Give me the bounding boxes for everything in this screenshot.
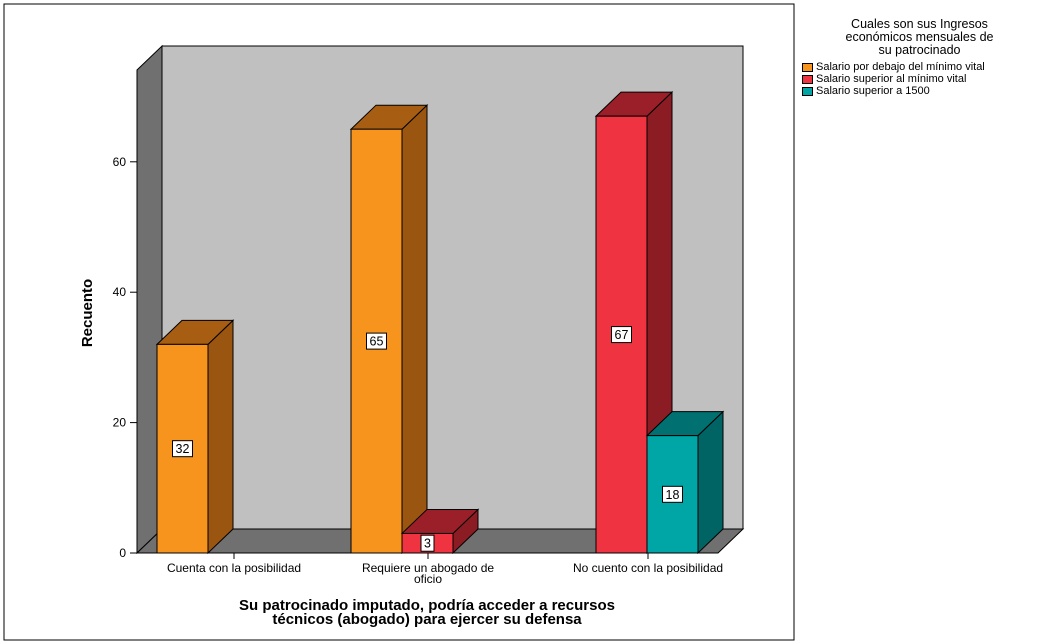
y-axis: 0 20 40 60 [113, 70, 138, 560]
data-label-box [662, 485, 683, 503]
legend-label: Salario superior a 1500 [816, 85, 930, 97]
x-axis-title-text: Su patrocinado imputado, podría acceder … [239, 597, 615, 628]
x-tick-label: No cuento con la posibilidad [573, 561, 723, 575]
legend-swatch [802, 74, 813, 84]
bar: 32 [155, 319, 235, 555]
bar: 3 [400, 508, 480, 555]
legend-title-line: económicos mensuales de [845, 30, 994, 44]
data-label-box [420, 534, 435, 552]
data-label: 67 [615, 328, 629, 342]
x-tick-label: Requiere un abogado de oficio [362, 561, 494, 586]
y-tick-label: 0 [119, 546, 126, 560]
legend-item: Salario por debajo del mínimo vital [802, 61, 1042, 73]
bar: 18 [645, 410, 725, 555]
data-label: 65 [370, 335, 384, 349]
legend-swatch [802, 62, 813, 72]
legend-title-line: Cuales son sus Ingresos [851, 17, 988, 31]
legend-label: Salario superior al mínimo vital [816, 73, 967, 85]
legend-title: Cuales son sus Ingresos económicos mensua… [797, 18, 1042, 57]
legend-items: Salario por debajo del mínimo vital Salar… [797, 61, 1042, 97]
legend: Cuales son sus Ingresos económicos mensua… [797, 18, 1042, 97]
data-label-box [366, 332, 387, 350]
x-axis: Cuenta con la posibilidad Requiere un abo… [167, 553, 723, 586]
bar-side [401, 104, 428, 555]
data-label: 18 [666, 488, 680, 502]
legend-item: Salario superior a 1500 [802, 85, 1042, 97]
data-label-box [172, 440, 193, 458]
x-axis-title: Su patrocinado imputado, podría acceder … [239, 597, 615, 628]
y-tick-label: 40 [113, 285, 127, 299]
bar-side [697, 410, 724, 555]
y-tick-label: 20 [113, 416, 127, 430]
bar: 65 [349, 104, 429, 555]
y-axis-title: Recuento [79, 279, 96, 347]
legend-label: Salario por debajo del mínimo vital [816, 61, 985, 73]
data-label: 3 [424, 537, 431, 551]
data-label: 32 [176, 442, 190, 456]
bars: 32 65 3 67 18 [155, 90, 725, 555]
y-tick-label: 60 [113, 155, 127, 169]
data-label-box [611, 326, 632, 344]
x-tick-label: Cuenta con la posibilidad [167, 561, 301, 575]
legend-title-line: su patrocinado [878, 43, 961, 57]
legend-swatch [802, 86, 813, 96]
bar-side [207, 319, 234, 555]
legend-item: Salario superior al mínimo vital [802, 73, 1042, 85]
